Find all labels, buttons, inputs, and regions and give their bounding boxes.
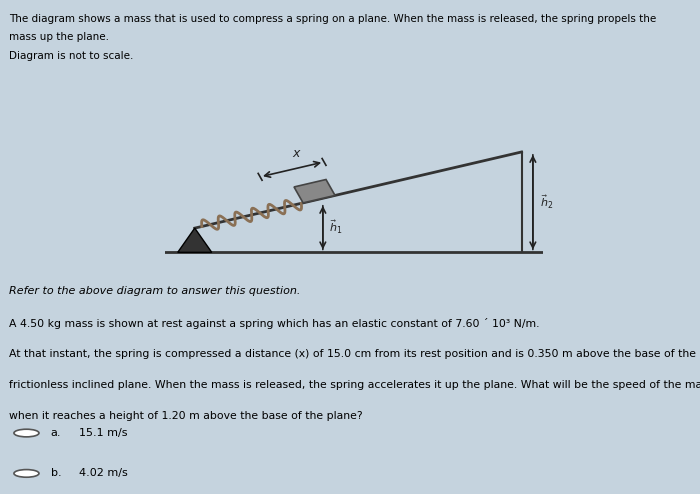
Text: 15.1 m/s: 15.1 m/s — [78, 428, 127, 438]
Text: b.: b. — [51, 468, 62, 478]
Text: A 4.50 kg mass is shown at rest against a spring which has an elastic constant o: A 4.50 kg mass is shown at rest against … — [9, 318, 540, 329]
Text: 4.02 m/s: 4.02 m/s — [78, 468, 127, 478]
Circle shape — [14, 470, 39, 477]
Text: when it reaches a height of 1.20 m above the base of the plane?: when it reaches a height of 1.20 m above… — [9, 411, 363, 421]
Polygon shape — [178, 228, 211, 252]
Text: x: x — [292, 147, 300, 160]
Text: $\vec{h}_1$: $\vec{h}_1$ — [328, 219, 342, 236]
Polygon shape — [294, 179, 335, 203]
Text: a.: a. — [51, 428, 62, 438]
Text: $\vec{h}_2$: $\vec{h}_2$ — [540, 193, 554, 211]
Text: At that instant, the spring is compressed a distance (x) of 15.0 cm from its res: At that instant, the spring is compresse… — [9, 349, 696, 359]
Text: The diagram shows a mass that is used to compress a spring on a plane. When the : The diagram shows a mass that is used to… — [9, 14, 657, 24]
Circle shape — [14, 429, 39, 437]
Text: Diagram is not to scale.: Diagram is not to scale. — [9, 51, 134, 61]
Text: mass up the plane.: mass up the plane. — [9, 33, 109, 42]
Text: frictionless inclined plane. When the mass is released, the spring accelerates i: frictionless inclined plane. When the ma… — [9, 380, 700, 390]
Text: Refer to the above diagram to answer this question.: Refer to the above diagram to answer thi… — [9, 287, 300, 296]
